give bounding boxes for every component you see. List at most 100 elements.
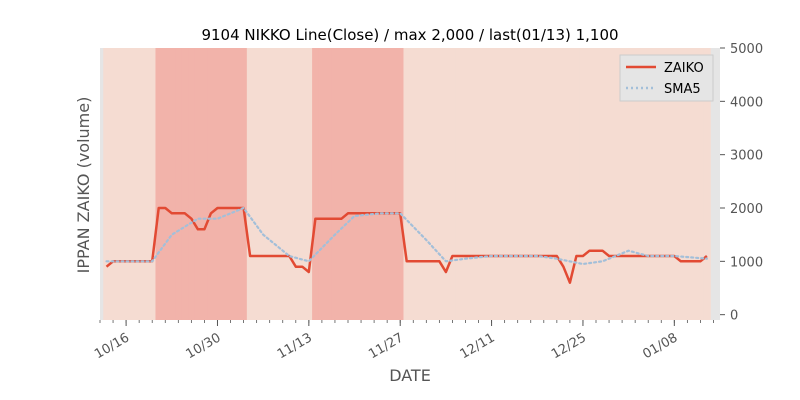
- series-line-sma5: [105, 206, 709, 266]
- day-band: [671, 48, 679, 320]
- day-band: [520, 48, 529, 320]
- legend-label-zaiko: ZAIKO: [664, 61, 704, 76]
- day-band: [325, 48, 333, 320]
- day-band: [396, 48, 405, 320]
- day-band: [338, 48, 346, 320]
- day-band: [116, 48, 124, 320]
- day-band: [697, 48, 705, 320]
- day-band: [148, 48, 157, 320]
- day-band: [227, 48, 235, 320]
- day-band: [253, 48, 261, 320]
- day-band: [286, 48, 294, 320]
- x-tick-label: 11/13: [275, 330, 315, 362]
- day-band: [436, 48, 444, 320]
- day-band: [292, 48, 300, 320]
- chart-title: 9104 NIKKO Line(Close) / max 2,000 / las…: [201, 26, 618, 44]
- day-band: [214, 48, 222, 320]
- day-band: [553, 48, 561, 320]
- day-band: [246, 48, 254, 320]
- day-band: [220, 48, 228, 320]
- day-band: [272, 48, 281, 320]
- day-band: [501, 48, 509, 320]
- day-band: [690, 48, 698, 320]
- day-band: [658, 48, 666, 320]
- day-band: [644, 48, 653, 320]
- y-tick-label: 3000: [730, 149, 763, 164]
- x-tick-label: 12/25: [549, 330, 589, 362]
- day-band: [142, 48, 150, 320]
- y-tick-label: 0: [730, 309, 738, 324]
- day-band: [423, 48, 431, 320]
- day-band: [129, 48, 137, 320]
- day-band: [168, 48, 176, 320]
- day-band: [194, 48, 202, 320]
- y-tick-label: 5000: [730, 42, 763, 57]
- legend-label-sma5: SMA5: [664, 82, 701, 97]
- day-band: [416, 48, 424, 320]
- day-band: [344, 48, 352, 320]
- day-band: [703, 48, 711, 320]
- day-band: [279, 48, 287, 320]
- day-band: [625, 48, 633, 320]
- day-band: [201, 48, 209, 320]
- day-band: [488, 48, 496, 320]
- day-band: [188, 48, 196, 320]
- day-band: [566, 48, 574, 320]
- x-tick-label: 10/16: [92, 330, 132, 362]
- plot-bands: [103, 48, 711, 320]
- day-band: [390, 48, 398, 320]
- day-band: [318, 48, 326, 320]
- y-axis: 0 1000 2000 3000 4000 5000: [720, 42, 763, 324]
- day-band: [618, 48, 626, 320]
- day-band: [638, 48, 646, 320]
- day-band: [122, 48, 130, 320]
- day-band: [534, 48, 542, 320]
- day-band: [331, 48, 339, 320]
- day-band: [357, 48, 365, 320]
- y-tick-label: 1000: [730, 255, 763, 270]
- day-band: [664, 48, 672, 320]
- day-band: [181, 48, 189, 320]
- x-tick-label: 01/08: [640, 330, 680, 362]
- day-band: [560, 48, 568, 320]
- day-band: [475, 48, 483, 320]
- day-band: [586, 48, 594, 320]
- legend: ZAIKO SMA5: [619, 54, 714, 102]
- day-band: [684, 48, 692, 320]
- day-band: [175, 48, 183, 320]
- day-band: [455, 48, 463, 320]
- day-band: [266, 48, 274, 320]
- day-band: [612, 48, 620, 320]
- day-band: [155, 48, 163, 320]
- series-line-zaiko: [105, 206, 708, 284]
- day-band: [573, 48, 581, 320]
- day-band: [259, 48, 268, 320]
- day-band: [468, 48, 476, 320]
- day-band: [462, 48, 470, 320]
- day-band: [207, 48, 215, 320]
- day-band: [605, 48, 613, 320]
- day-band: [135, 48, 144, 320]
- day-band: [233, 48, 241, 320]
- day-band: [677, 48, 685, 320]
- day-band: [481, 48, 489, 320]
- day-band: [109, 48, 117, 320]
- day-band: [410, 48, 418, 320]
- y-tick-label: 2000: [730, 202, 763, 217]
- x-tick-label: 11/27: [366, 330, 406, 362]
- day-band: [312, 48, 320, 320]
- y-tick-label: 4000: [730, 95, 763, 110]
- day-band: [449, 48, 457, 320]
- day-band: [507, 48, 516, 320]
- day-band: [579, 48, 587, 320]
- day-band: [651, 48, 659, 320]
- legend-box: [619, 54, 714, 102]
- day-band: [494, 48, 502, 320]
- day-band: [103, 48, 111, 320]
- day-band: [383, 48, 392, 320]
- day-band: [162, 48, 170, 320]
- day-band: [240, 48, 248, 320]
- day-band: [429, 48, 437, 320]
- x-tick-label: 10/30: [184, 330, 224, 362]
